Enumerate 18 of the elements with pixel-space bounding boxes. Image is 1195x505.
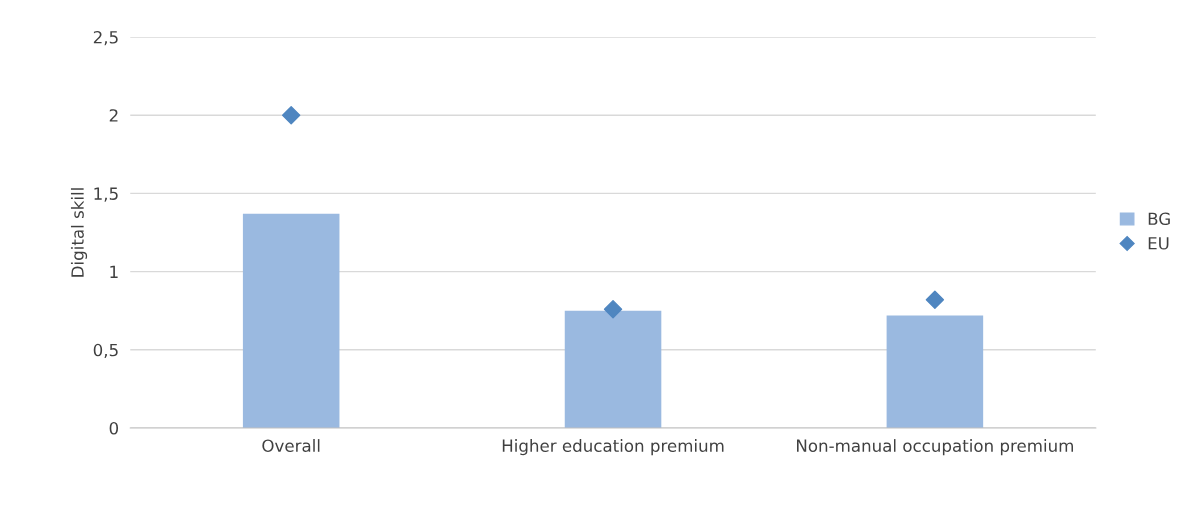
legend-label: BG: [1148, 212, 1170, 226]
x-tick-label: Non-manual occupation premium: [797, 439, 1073, 456]
y-tick-label: 1,5: [94, 187, 118, 202]
bar: [886, 315, 984, 428]
point: [603, 299, 623, 319]
y-axis-title: Digital skill: [70, 188, 88, 277]
bar: [242, 213, 340, 428]
y-tick-label: 0: [109, 421, 119, 435]
y-tick-label: 0,5: [93, 343, 118, 359]
point: [925, 290, 945, 309]
x-tick-label: Overall: [262, 439, 320, 453]
legend-label: EU: [1148, 237, 1169, 250]
bar: [564, 310, 662, 428]
x-tick-label: Higher education premium: [502, 439, 724, 456]
y-tick-label: 1: [110, 265, 118, 278]
point: [281, 105, 301, 125]
y-tick-label: 2: [109, 109, 118, 122]
y-tick-label: 2,5: [93, 30, 118, 46]
